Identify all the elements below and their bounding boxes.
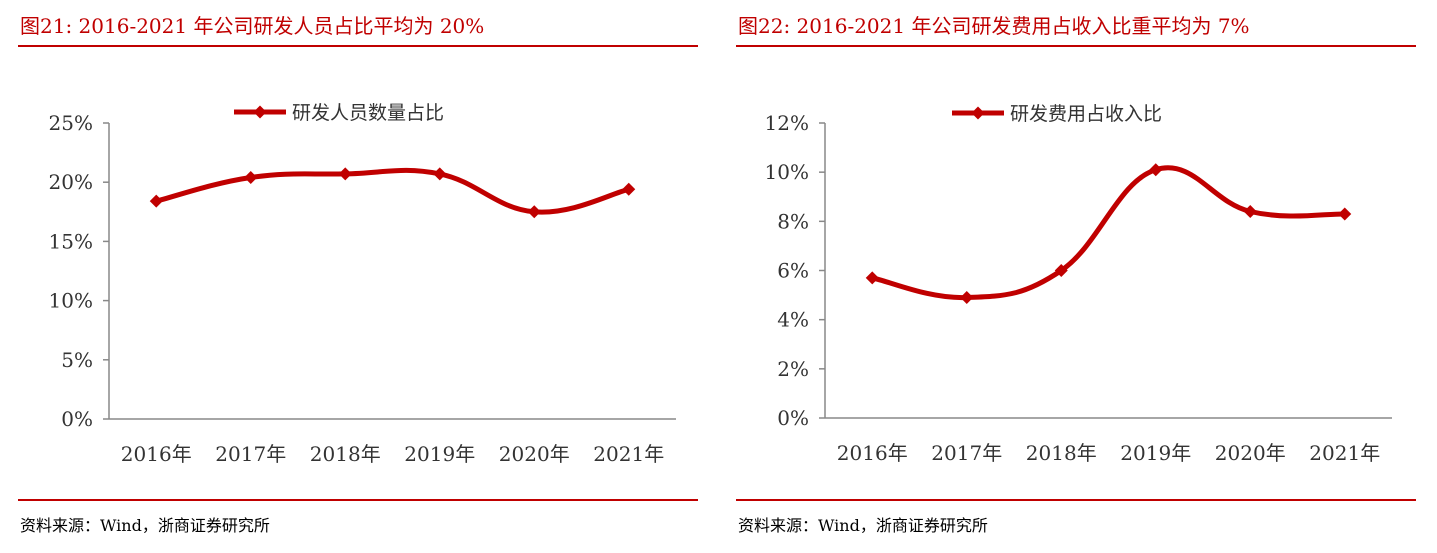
x-tick-label: 2020年 (499, 442, 570, 466)
rd-expense-ratio-chart: 0% 2% 4% 6% 8% 10% 12% 2016年 2017年 2018年 2019年 2020… (765, 103, 1392, 465)
data-point-marker (1149, 163, 1163, 177)
rd-staff-ratio-chart: 0% 5% 10% 15% 20% 25% 2016年 2017年 2018年 2019年 2020… (49, 102, 676, 466)
y-tick-label: 0% (61, 407, 93, 431)
x-tick-label: 2017年 (931, 441, 1002, 465)
legend-label: 研发费用占收入比 (1010, 103, 1162, 125)
y-tick-label: 10% (765, 160, 809, 184)
figure-title: 图21: 2016-2021 年公司研发人员占比平均为 20% (20, 14, 485, 38)
source-note: 资料来源：Wind，浙商证券研究所 (20, 516, 270, 535)
legend-swatch-marker (971, 106, 985, 120)
series-line (869, 165, 1348, 301)
y-tick-label: 12% (765, 111, 809, 135)
y-tick-label: 2% (777, 357, 809, 381)
y-tick-label: 25% (49, 111, 93, 135)
y-tick-label: 6% (777, 259, 809, 283)
source-note: 资料来源：Wind，浙商证券研究所 (738, 516, 988, 535)
x-tick-label: 2017年 (215, 442, 286, 466)
x-tick-label: 2016年 (837, 441, 908, 465)
data-point-marker (433, 167, 447, 181)
data-point-marker (149, 194, 163, 208)
title-divider (18, 45, 698, 47)
source-divider (736, 499, 1416, 501)
data-point-marker (622, 182, 636, 196)
data-point-marker (527, 205, 541, 219)
data-point-marker (1243, 205, 1257, 218)
legend-swatch-marker (253, 105, 267, 119)
x-tick-label: 2021年 (593, 442, 664, 466)
x-tick-label: 2016年 (121, 442, 192, 466)
y-tick-label: 15% (49, 229, 93, 253)
y-tick-label: 5% (61, 348, 93, 372)
figure-21-panel: 图21: 2016-2021 年公司研发人员占比平均为 20% 0% 5% 10% 1… (18, 0, 698, 553)
y-tick-label: 10% (49, 289, 93, 313)
y-tick-label: 8% (777, 209, 809, 233)
data-point-marker (865, 271, 879, 285)
x-tick-label: 2019年 (1120, 441, 1191, 465)
series-line (153, 167, 632, 215)
source-divider (18, 499, 698, 501)
legend-label: 研发人员数量占比 (292, 102, 444, 124)
data-point-marker (960, 291, 974, 305)
data-point-marker (1054, 264, 1068, 277)
x-tick-label: 2019年 (404, 442, 475, 466)
figure-title: 图22: 2016-2021 年公司研发费用占收入比重平均为 7% (738, 14, 1250, 38)
x-tick-label: 2021年 (1309, 441, 1380, 465)
x-tick-label: 2018年 (1026, 441, 1097, 465)
data-point-marker (338, 167, 352, 181)
x-tick-label: 2018年 (310, 442, 381, 466)
title-divider (736, 45, 1416, 47)
y-tick-label: 20% (49, 170, 93, 194)
data-point-marker (1338, 207, 1352, 221)
y-tick-label: 4% (777, 308, 809, 332)
y-tick-label: 0% (777, 406, 809, 430)
x-tick-label: 2020年 (1215, 441, 1286, 465)
figure-22-panel: 图22: 2016-2021 年公司研发费用占收入比重平均为 7% 0% 2% 4%… (736, 0, 1416, 553)
data-point-marker (244, 170, 258, 184)
